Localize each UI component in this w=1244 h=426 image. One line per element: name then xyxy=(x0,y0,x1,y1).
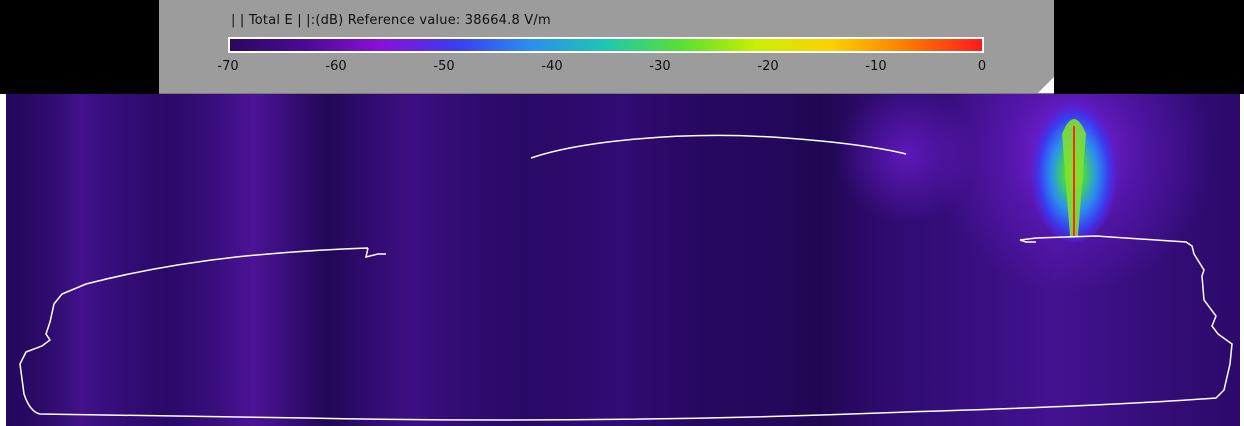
colorbar-legend-panel[interactable]: | | Total E | |:(dB) Reference value: 38… xyxy=(159,0,1054,94)
colorbar-tick: -30 xyxy=(649,59,670,74)
colorbar-tick: -50 xyxy=(433,59,454,74)
resize-corner-icon[interactable] xyxy=(1038,77,1054,93)
field-plot-view[interactable] xyxy=(6,94,1240,426)
colorbar-tick: -60 xyxy=(325,59,346,74)
colorbar-tick: 0 xyxy=(978,59,986,74)
colorbar-tick: -70 xyxy=(217,59,238,74)
colorbar-tick: -20 xyxy=(757,59,778,74)
field-plot-svg xyxy=(6,94,1240,426)
colorbar-gradient xyxy=(228,37,984,53)
colorbar-tick: -40 xyxy=(541,59,562,74)
legend-title: | | Total E | |:(dB) Reference value: 38… xyxy=(231,13,551,28)
colorbar-tick: -10 xyxy=(865,59,886,74)
